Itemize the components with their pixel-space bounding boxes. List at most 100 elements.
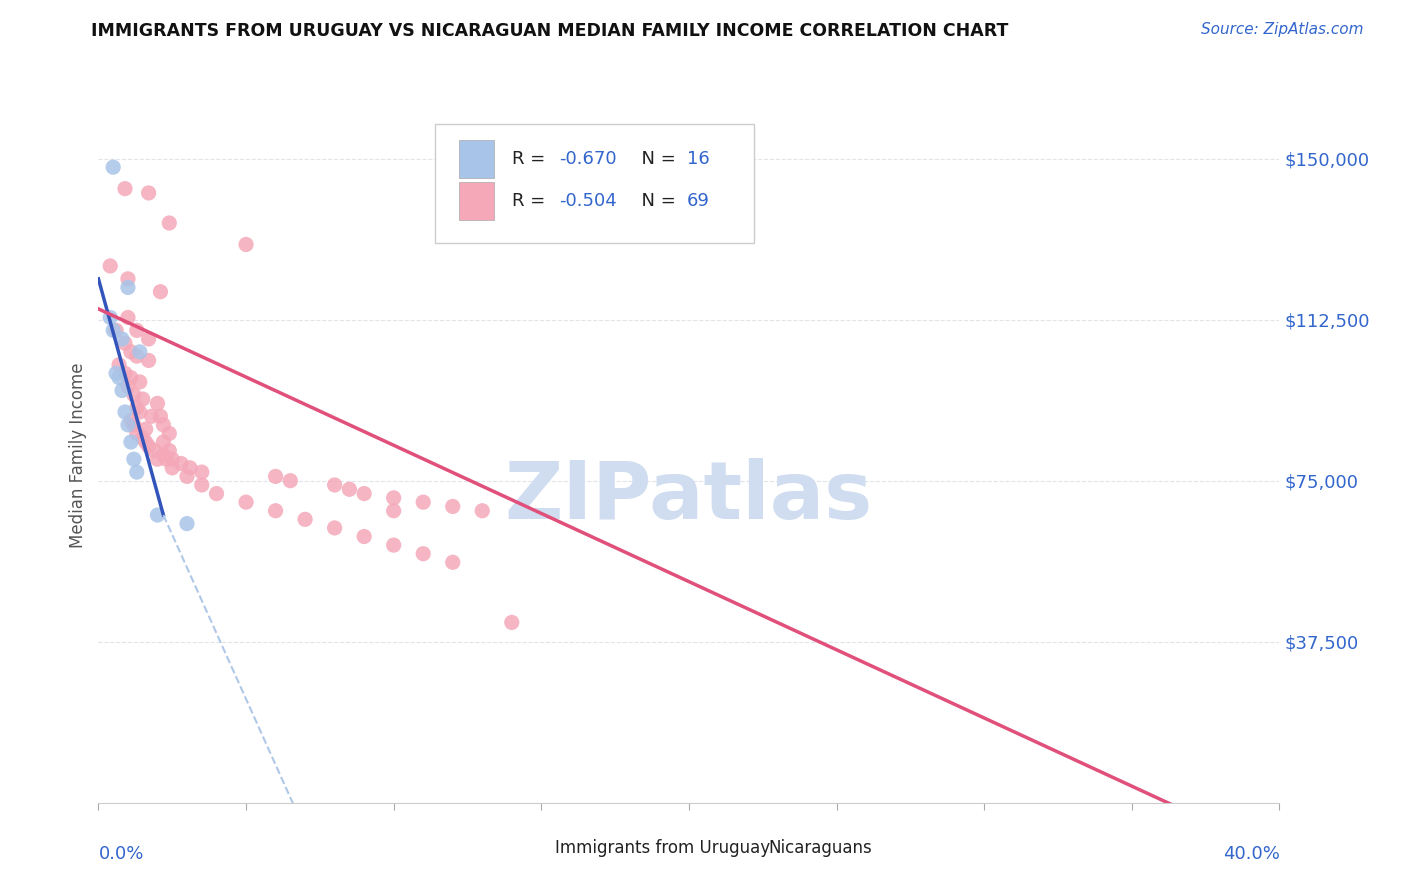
- Point: [117, 417, 139, 432]
- Point: [138, 353, 160, 368]
- Text: ZIPatlas: ZIPatlas: [505, 458, 873, 536]
- Point: [120, 435, 142, 450]
- Text: -0.504: -0.504: [560, 192, 617, 210]
- Point: [353, 529, 375, 543]
- Point: [120, 370, 142, 384]
- Point: [179, 460, 201, 475]
- Point: [125, 323, 148, 337]
- Point: [125, 465, 148, 479]
- Text: 16: 16: [686, 150, 710, 169]
- Point: [111, 384, 134, 398]
- Point: [353, 486, 375, 500]
- Point: [114, 181, 136, 195]
- Point: [138, 332, 160, 346]
- Point: [146, 396, 169, 410]
- Point: [122, 452, 145, 467]
- Point: [111, 332, 134, 346]
- Point: [98, 310, 121, 325]
- Point: [103, 323, 125, 337]
- Point: [114, 405, 136, 419]
- Point: [128, 405, 150, 419]
- Point: [141, 409, 163, 424]
- Point: [149, 285, 172, 299]
- Point: [117, 280, 139, 294]
- Text: N =: N =: [630, 150, 682, 169]
- Point: [191, 465, 214, 479]
- Point: [155, 452, 177, 467]
- Text: 40.0%: 40.0%: [1223, 845, 1279, 863]
- Point: [132, 392, 155, 406]
- Point: [382, 491, 405, 505]
- Point: [108, 358, 131, 372]
- FancyBboxPatch shape: [434, 124, 754, 243]
- Point: [146, 452, 169, 467]
- Point: [120, 413, 142, 427]
- Y-axis label: Median Family Income: Median Family Income: [69, 362, 87, 548]
- Point: [323, 521, 346, 535]
- FancyBboxPatch shape: [512, 838, 541, 858]
- Point: [280, 474, 302, 488]
- FancyBboxPatch shape: [458, 182, 494, 220]
- Point: [125, 349, 148, 363]
- Point: [122, 417, 145, 432]
- Point: [339, 483, 361, 497]
- Point: [135, 435, 157, 450]
- Point: [412, 495, 434, 509]
- Point: [103, 160, 125, 174]
- Point: [162, 452, 183, 467]
- Point: [114, 367, 136, 381]
- Point: [114, 336, 136, 351]
- Text: N =: N =: [630, 192, 682, 210]
- Text: Source: ZipAtlas.com: Source: ZipAtlas.com: [1201, 22, 1364, 37]
- Point: [132, 431, 155, 445]
- Point: [146, 508, 169, 522]
- Text: -0.670: -0.670: [560, 150, 617, 169]
- Point: [191, 478, 214, 492]
- Point: [122, 388, 145, 402]
- Point: [152, 417, 174, 432]
- Point: [152, 448, 174, 462]
- Point: [264, 504, 287, 518]
- Point: [117, 379, 139, 393]
- Point: [235, 237, 257, 252]
- Point: [125, 426, 148, 441]
- Point: [323, 478, 346, 492]
- Point: [138, 439, 160, 453]
- Point: [441, 555, 464, 569]
- Point: [120, 344, 142, 359]
- Point: [294, 512, 316, 526]
- Point: [176, 516, 198, 531]
- Text: Nicaraguans: Nicaraguans: [768, 839, 872, 857]
- Point: [205, 486, 228, 500]
- Point: [125, 401, 148, 415]
- Point: [382, 504, 405, 518]
- Point: [170, 457, 193, 471]
- FancyBboxPatch shape: [724, 838, 754, 858]
- Point: [382, 538, 405, 552]
- Point: [441, 500, 464, 514]
- Text: R =: R =: [512, 150, 551, 169]
- Point: [149, 409, 172, 424]
- Text: IMMIGRANTS FROM URUGUAY VS NICARAGUAN MEDIAN FAMILY INCOME CORRELATION CHART: IMMIGRANTS FROM URUGUAY VS NICARAGUAN ME…: [91, 22, 1008, 40]
- FancyBboxPatch shape: [458, 140, 494, 178]
- Text: R =: R =: [512, 192, 551, 210]
- Text: 69: 69: [686, 192, 710, 210]
- Point: [152, 435, 174, 450]
- Text: Immigrants from Uruguay: Immigrants from Uruguay: [555, 839, 770, 857]
- Point: [138, 186, 160, 200]
- Point: [157, 426, 180, 441]
- Point: [176, 469, 198, 483]
- Text: 0.0%: 0.0%: [98, 845, 143, 863]
- Point: [157, 443, 180, 458]
- Point: [105, 367, 128, 381]
- Point: [162, 460, 183, 475]
- Point: [98, 259, 121, 273]
- Point: [117, 310, 139, 325]
- Point: [157, 216, 180, 230]
- Point: [412, 547, 434, 561]
- Point: [471, 504, 494, 518]
- Point: [264, 469, 287, 483]
- Point: [143, 443, 166, 458]
- Point: [135, 422, 157, 436]
- Point: [235, 495, 257, 509]
